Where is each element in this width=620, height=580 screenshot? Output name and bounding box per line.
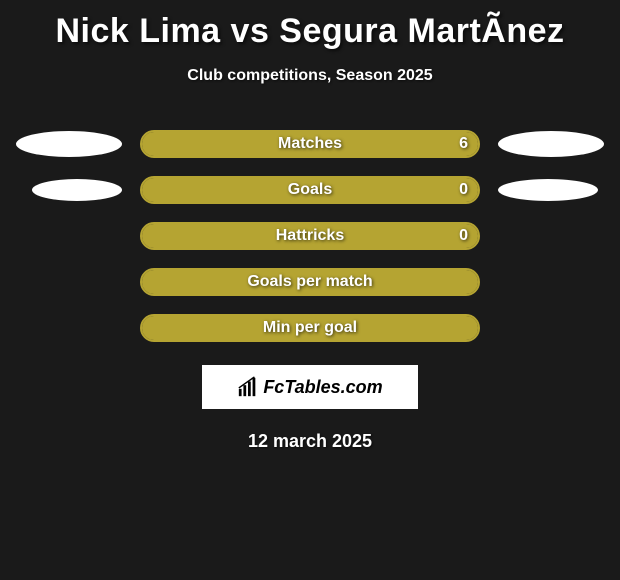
bar-label: Min per goal [263, 319, 357, 337]
bar-chart-icon [237, 376, 259, 398]
bar-label: Hattricks [276, 227, 344, 245]
stat-bar: Goals 0 [140, 176, 480, 204]
bar-label: Goals per match [247, 273, 372, 291]
date-label: 12 march 2025 [0, 431, 620, 452]
bar-label: Goals [288, 181, 332, 199]
stat-bar: Hattricks 0 [140, 222, 480, 250]
logo-text: FcTables.com [263, 377, 382, 398]
left-ellipse [16, 131, 122, 157]
stat-row: Min per goal [0, 305, 620, 351]
bar-value: 6 [459, 135, 468, 153]
stat-bar: Matches 6 [140, 130, 480, 158]
bar-label: Matches [278, 135, 342, 153]
left-ellipse [32, 179, 122, 201]
stat-row: Matches 6 [0, 121, 620, 167]
stat-row: Goals 0 [0, 167, 620, 213]
page-subtitle: Club competitions, Season 2025 [0, 67, 620, 85]
stat-row: Goals per match [0, 259, 620, 305]
logo-box: FcTables.com [202, 365, 418, 409]
stat-row: Hattricks 0 [0, 213, 620, 259]
bar-value: 0 [459, 181, 468, 199]
bar-value: 0 [459, 227, 468, 245]
page-title: Nick Lima vs Segura MartÃ­nez [0, 0, 620, 51]
stat-bar: Goals per match [140, 268, 480, 296]
right-ellipse [498, 179, 598, 201]
stat-bar: Min per goal [140, 314, 480, 342]
stats-bars: Matches 6 Goals 0 Hattricks 0 Goals per match M… [0, 121, 620, 351]
right-ellipse [498, 131, 604, 157]
